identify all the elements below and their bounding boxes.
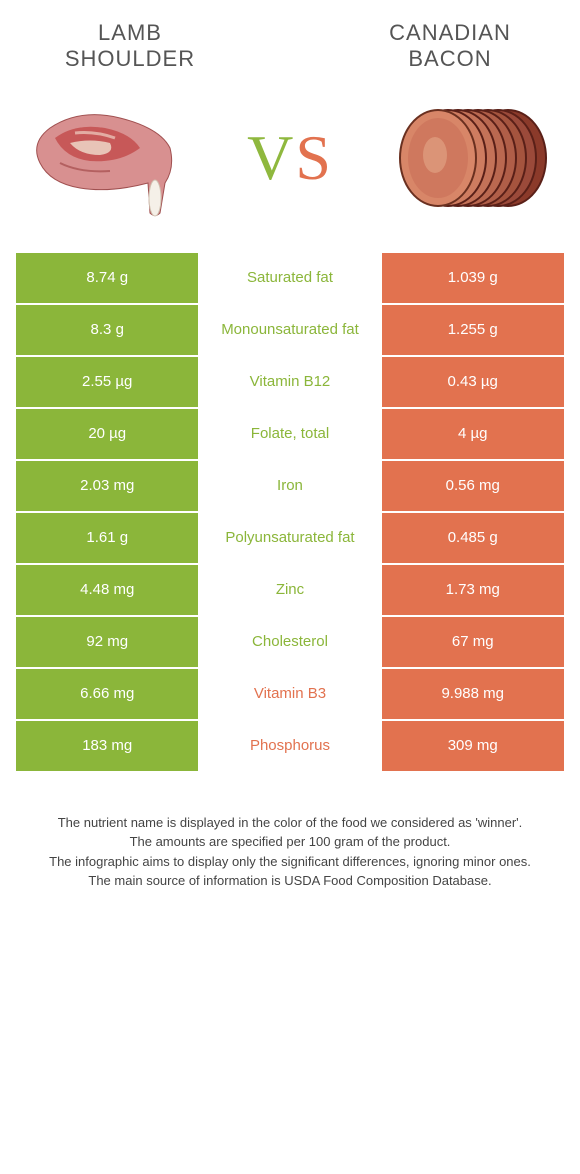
vs-row: VS xyxy=(0,83,580,253)
right-value-cell: 0.485 g xyxy=(382,513,564,563)
right-value-cell: 309 mg xyxy=(382,721,564,771)
nutrient-label-cell: Saturated fat xyxy=(198,253,381,303)
table-row: 2.03 mgIron0.56 mg xyxy=(16,461,564,513)
table-row: 6.66 mgVitamin B39.988 mg xyxy=(16,669,564,721)
header-row: LAMB SHOULDER CANADIAN BACON xyxy=(0,0,580,83)
table-row: 92 mgCholesterol67 mg xyxy=(16,617,564,669)
left-value-cell: 8.3 g xyxy=(16,305,198,355)
left-value-cell: 8.74 g xyxy=(16,253,198,303)
nutrient-label-cell: Iron xyxy=(198,461,381,511)
left-value-cell: 6.66 mg xyxy=(16,669,198,719)
nutrient-label-cell: Zinc xyxy=(198,565,381,615)
left-value-cell: 92 mg xyxy=(16,617,198,667)
left-value-cell: 2.03 mg xyxy=(16,461,198,511)
right-value-cell: 9.988 mg xyxy=(382,669,564,719)
right-value-cell: 1.73 mg xyxy=(382,565,564,615)
lamb-shoulder-image xyxy=(20,93,200,223)
footer-line: The main source of information is USDA F… xyxy=(20,871,560,891)
right-value-cell: 1.255 g xyxy=(382,305,564,355)
right-value-cell: 4 µg xyxy=(382,409,564,459)
table-row: 2.55 µgVitamin B120.43 µg xyxy=(16,357,564,409)
nutrient-label-cell: Monounsaturated fat xyxy=(198,305,381,355)
nutrient-label-cell: Cholesterol xyxy=(198,617,381,667)
footer-line: The infographic aims to display only the… xyxy=(20,852,560,872)
nutrient-label-cell: Folate, total xyxy=(198,409,381,459)
nutrient-label-cell: Vitamin B3 xyxy=(198,669,381,719)
table-row: 8.3 gMonounsaturated fat1.255 g xyxy=(16,305,564,357)
right-food-title: CANADIAN BACON xyxy=(350,20,550,73)
footer-line: The nutrient name is displayed in the co… xyxy=(20,813,560,833)
table-row: 183 mgPhosphorus309 mg xyxy=(16,721,564,773)
vs-label: VS xyxy=(247,121,333,195)
table-row: 20 µgFolate, total4 µg xyxy=(16,409,564,461)
left-value-cell: 20 µg xyxy=(16,409,198,459)
right-value-cell: 0.43 µg xyxy=(382,357,564,407)
left-food-title: LAMB SHOULDER xyxy=(30,20,230,73)
footer-line: The amounts are specified per 100 gram o… xyxy=(20,832,560,852)
left-value-cell: 1.61 g xyxy=(16,513,198,563)
nutrient-comparison-table: 8.74 gSaturated fat1.039 g8.3 gMonounsat… xyxy=(16,253,564,773)
left-value-cell: 183 mg xyxy=(16,721,198,771)
left-value-cell: 4.48 mg xyxy=(16,565,198,615)
nutrient-label-cell: Vitamin B12 xyxy=(198,357,381,407)
table-row: 4.48 mgZinc1.73 mg xyxy=(16,565,564,617)
right-value-cell: 67 mg xyxy=(382,617,564,667)
right-value-cell: 1.039 g xyxy=(382,253,564,303)
right-value-cell: 0.56 mg xyxy=(382,461,564,511)
nutrient-label-cell: Phosphorus xyxy=(198,721,381,771)
canadian-bacon-image xyxy=(380,93,560,223)
table-row: 8.74 gSaturated fat1.039 g xyxy=(16,253,564,305)
footer-notes: The nutrient name is displayed in the co… xyxy=(0,773,580,911)
table-row: 1.61 gPolyunsaturated fat0.485 g xyxy=(16,513,564,565)
nutrient-label-cell: Polyunsaturated fat xyxy=(198,513,381,563)
left-value-cell: 2.55 µg xyxy=(16,357,198,407)
